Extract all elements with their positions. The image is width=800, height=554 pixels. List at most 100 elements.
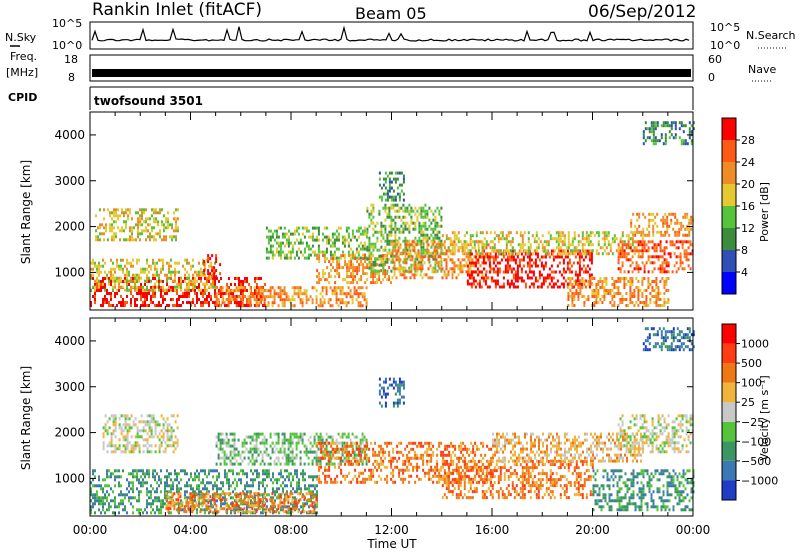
- cell-region-0: [256, 469, 258, 473]
- cell-region-10: [564, 279, 567, 283]
- cell-region-0: [234, 295, 236, 298]
- cell-region-11: [561, 240, 564, 244]
- cell-region-13: [625, 258, 628, 262]
- cell-region-0: [226, 472, 228, 476]
- cell-region-9: [445, 276, 448, 280]
- cell-region-13: [679, 264, 682, 268]
- cell-region-2: [131, 235, 133, 239]
- cell-region-7: [386, 242, 389, 246]
- cell-region-13: [647, 270, 650, 274]
- cpid-program: twofsound 3501: [94, 94, 203, 108]
- cell-region-1: [114, 450, 117, 454]
- cell-region-11: [557, 231, 560, 235]
- cell-region-6: [318, 281, 321, 285]
- cell-region-4: [219, 289, 222, 293]
- cell-region-0: [198, 283, 200, 286]
- cell-region-8: [398, 192, 401, 196]
- cell-region-3: [213, 275, 216, 279]
- cell-region-0: [100, 286, 102, 289]
- cell-region-0: [306, 502, 308, 506]
- cell-region-11: [613, 240, 616, 244]
- cell-region-0: [106, 292, 108, 295]
- cell-region-7: [440, 245, 443, 249]
- cell-region-9: [397, 258, 400, 262]
- cell-region-11: [563, 249, 566, 253]
- cell-region-15: [642, 136, 645, 140]
- cell-region-10: [530, 270, 533, 274]
- cell-region-7: [422, 215, 425, 219]
- cell-region-1: [90, 273, 92, 277]
- cell-region-1: [108, 270, 110, 274]
- cell-region-0: [282, 487, 284, 491]
- cell-region-10: [468, 252, 471, 256]
- cell-region-0: [266, 493, 268, 497]
- cell-region-0: [190, 505, 192, 509]
- cell-region-12: [655, 283, 658, 286]
- cell-region-1: [102, 282, 104, 286]
- cell-region-2: [169, 235, 171, 239]
- cell-region-0: [90, 508, 92, 512]
- cell-region-0: [252, 478, 254, 482]
- cell-region-7: [408, 248, 411, 252]
- cell-region-7: [366, 206, 369, 210]
- cell-region-0: [166, 490, 168, 494]
- cell-region-7: [392, 266, 395, 270]
- cell-region-4: [287, 298, 290, 302]
- cell-region-0: [176, 472, 178, 476]
- cell-region-5: [319, 250, 322, 254]
- cell-region-11: [449, 252, 452, 256]
- cell-region-2: [141, 217, 143, 221]
- cell-region-14: [638, 230, 641, 234]
- cell-region-9: [409, 270, 412, 274]
- cell-region-0: [242, 469, 244, 473]
- cell-region-12: [621, 301, 624, 304]
- cell-region-5: [279, 244, 282, 248]
- cell-region-12: [659, 280, 662, 283]
- cell-region-5: [289, 256, 292, 260]
- cell-region-1: [136, 432, 139, 436]
- cell-region-5: [363, 226, 366, 230]
- cell-region-0: [132, 277, 134, 280]
- cell-region-1: [120, 258, 122, 262]
- cell-region-0: [184, 493, 186, 497]
- cell-region-13: [687, 258, 690, 262]
- cell-region-1: [138, 435, 141, 439]
- cell-region-11: [585, 231, 588, 235]
- cell-region-6: [374, 272, 377, 276]
- cell-region-2: [153, 211, 155, 215]
- cell-region-4: [325, 286, 328, 290]
- cell-region-12: [623, 280, 626, 283]
- cell-region-4: [337, 304, 340, 308]
- cell-region-9: [431, 255, 434, 259]
- cell-region-13: [653, 267, 656, 271]
- cell-region-3: [207, 272, 210, 276]
- cell-region-12: [591, 292, 594, 295]
- cell-region-7: [428, 260, 431, 264]
- cell-region-1: [156, 285, 158, 289]
- cell-region-1: [150, 267, 152, 271]
- cell-region-5: [349, 238, 352, 242]
- cell-region-0: [160, 304, 162, 307]
- cell-region-7: [372, 209, 375, 213]
- cell-region-7: [424, 203, 427, 207]
- cell-region-2: [177, 507, 180, 511]
- cell-region-0: [228, 292, 230, 295]
- cell-region-12: [629, 280, 632, 283]
- cell-region-4: [277, 295, 280, 299]
- cell-region-9: [445, 273, 448, 277]
- cell-region-7: [428, 224, 431, 228]
- cell-region-2: [189, 501, 192, 505]
- cell-region-0: [134, 298, 136, 301]
- cell-region-0: [286, 469, 288, 473]
- cell-region-0: [288, 475, 290, 479]
- cell-region-1: [156, 279, 158, 283]
- cell-region-7: [420, 233, 423, 237]
- cell-region-14: [664, 212, 667, 216]
- cell-region-4: [255, 298, 258, 302]
- cell-region-8: [380, 195, 383, 199]
- cell-region-1: [166, 423, 169, 427]
- cell-region-7: [422, 209, 425, 213]
- cell-region-0: [166, 283, 168, 286]
- cell-region-6: [322, 275, 325, 279]
- cell-region-1: [138, 279, 140, 283]
